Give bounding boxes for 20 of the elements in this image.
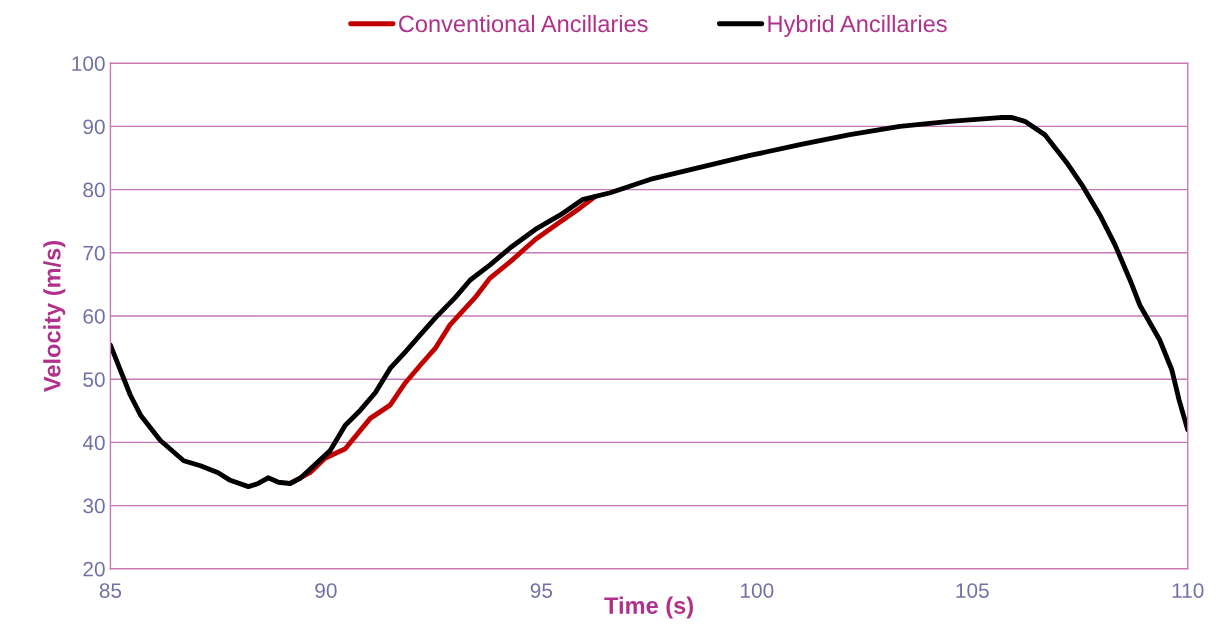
x-tick-label: 105 (956, 583, 989, 598)
y-tick-label: 80 (83, 182, 105, 198)
x-tick-label: 85 (99, 583, 122, 598)
line-series (110, 115, 1188, 490)
y-tick-label: 30 (83, 498, 105, 514)
y-tick-label: 50 (83, 372, 105, 387)
x-tick-label: 110 (1172, 583, 1204, 598)
x-tick-label: 100 (741, 583, 774, 598)
x-tick-label: 95 (530, 583, 553, 598)
legend-label: Hybrid Ancillaries (768, 14, 947, 37)
y-axis-title: Velocity (m/s) (43, 241, 66, 392)
y-tick-label: 100 (72, 56, 105, 71)
y-tick-label: 20 (83, 561, 105, 577)
x-tick-label: 90 (315, 583, 337, 598)
y-tick-label: 90 (83, 119, 105, 135)
y-tick-label: 70 (83, 245, 105, 261)
y-tick-label: 40 (82, 435, 105, 451)
legend-label: Conventional Ancillaries (398, 14, 648, 33)
y-tick-label: 60 (83, 309, 105, 324)
x-axis-title: Time (s) (604, 596, 693, 619)
